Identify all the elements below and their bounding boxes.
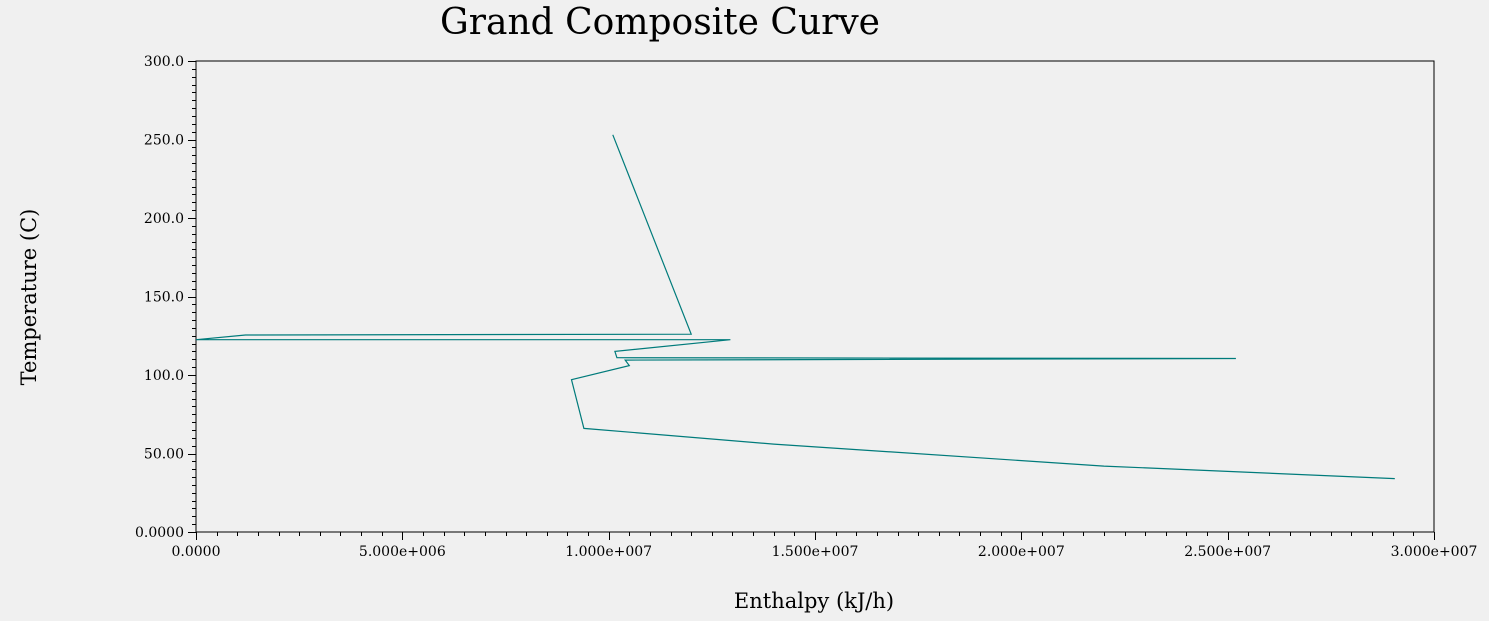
x-tick-label: 3.000e+007 — [1391, 544, 1478, 560]
x-axis-title: Enthalpy (kJ/h) — [734, 589, 894, 613]
y-axis: 0.0000 50.00 100.0 150.0 200.0 250.0 300.0 — [135, 54, 196, 541]
chart-title: Grand Composite Curve — [440, 2, 880, 43]
y-tick-label: 200.0 — [144, 211, 184, 227]
plot-frame — [195, 60, 1435, 533]
x-tick-label: 1.500e+007 — [772, 544, 859, 560]
y-tick-label: 50.00 — [144, 447, 184, 463]
x-tick-label: 2.000e+007 — [978, 544, 1065, 560]
series-line — [195, 134, 1395, 480]
series-group — [195, 134, 1395, 480]
x-tick-label: 2.500e+007 — [1184, 544, 1271, 560]
x-tick-label: 1.000e+007 — [565, 544, 652, 560]
y-tick-label: 0.0000 — [135, 525, 184, 541]
y-tick-label: 150.0 — [144, 290, 184, 306]
y-axis-title: Temperature (C) — [17, 209, 41, 386]
y-tick-label: 300.0 — [144, 54, 184, 70]
x-tick-label: 5.000e+006 — [359, 544, 446, 560]
y-tick-label: 250.0 — [144, 133, 184, 149]
y-tick-label: 100.0 — [144, 368, 184, 384]
plot-area — [195, 60, 1435, 533]
x-axis: 0.0000 5.000e+006 1.000e+007 1.500e+007 2.00… — [172, 532, 1478, 560]
x-tick-label: 0.0000 — [172, 544, 221, 560]
